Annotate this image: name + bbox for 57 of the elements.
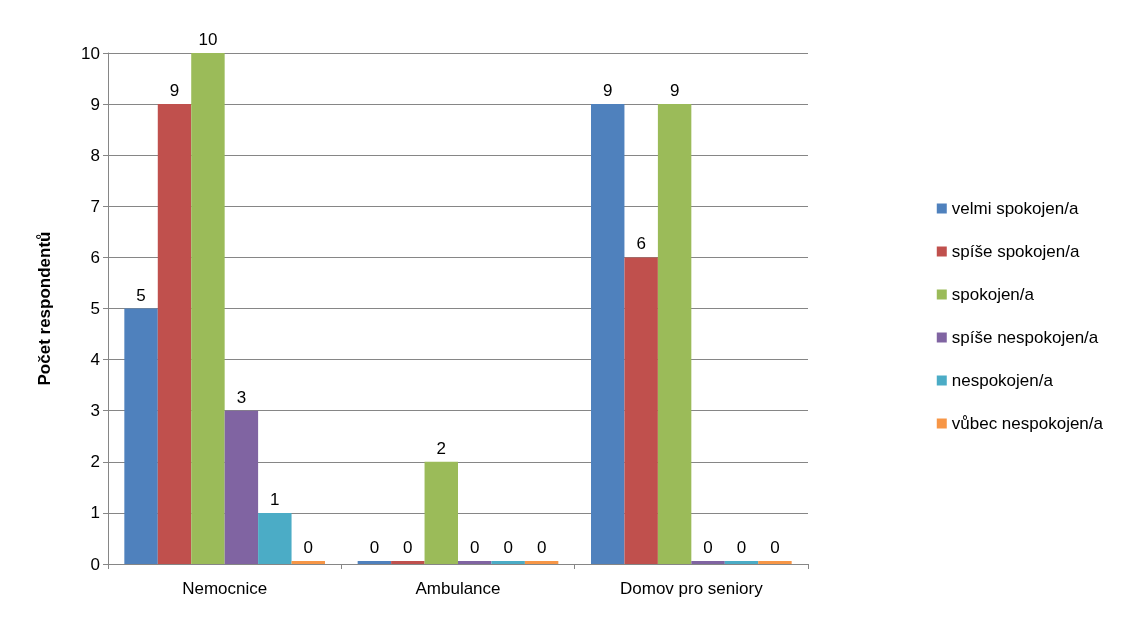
x-tick-label: Ambulance — [415, 579, 501, 598]
bar — [491, 561, 525, 564]
bar — [124, 308, 158, 564]
legend-label: vůbec nespokojen/a — [951, 414, 1104, 433]
data-label: 6 — [636, 234, 646, 254]
y-axis-title: Počet respondentů — [35, 231, 54, 386]
y-tick-label: 3 — [90, 401, 100, 421]
bar — [258, 512, 292, 564]
y-tick-label: 9 — [90, 94, 100, 114]
data-label: 0 — [503, 538, 513, 557]
bar — [224, 410, 259, 564]
data-label: 9 — [169, 81, 180, 101]
bar — [191, 53, 225, 564]
y-tick-label: 7 — [90, 196, 100, 216]
legend-label: velmi spokojen/a — [951, 199, 1079, 218]
bar — [291, 561, 325, 564]
data-label: 9 — [669, 81, 680, 101]
bar — [691, 561, 725, 564]
bar — [724, 561, 759, 564]
bar — [524, 561, 559, 564]
bar — [458, 561, 492, 564]
bar — [157, 104, 192, 564]
data-label: 1 — [270, 489, 280, 509]
legend-label: spíše nespokojen/a — [951, 328, 1099, 347]
data-label: 0 — [736, 538, 747, 557]
bar — [657, 104, 692, 564]
y-tick-label: 8 — [90, 145, 100, 165]
bar — [424, 461, 458, 564]
data-label: 5 — [136, 285, 146, 305]
data-label: 0 — [703, 538, 713, 557]
y-tick-label: 10 — [81, 43, 100, 63]
bar — [357, 561, 392, 564]
x-tick-label: Nemocnice — [182, 579, 268, 598]
data-label: 0 — [303, 538, 314, 557]
legend-label: spíše spokojen/a — [951, 242, 1080, 261]
data-label: 0 — [536, 538, 547, 557]
y-tick-label: 1 — [90, 503, 100, 523]
bar — [624, 257, 658, 564]
data-label: 3 — [236, 387, 247, 407]
bar — [758, 561, 792, 564]
bar — [591, 104, 625, 564]
data-label: 0 — [770, 538, 780, 557]
data-label: 0 — [369, 538, 380, 557]
data-label: 0 — [403, 538, 413, 557]
data-label: 2 — [436, 438, 447, 458]
data-label: 9 — [602, 81, 613, 101]
legend-label: spokojen/a — [951, 285, 1035, 304]
y-tick-label: 5 — [90, 299, 100, 318]
legend-label: nespokojen/a — [951, 371, 1054, 390]
y-tick-label: 0 — [90, 554, 100, 574]
bar — [391, 561, 425, 564]
x-tick-label: Domov pro seniory — [620, 579, 764, 598]
data-label: 10 — [198, 30, 218, 49]
y-tick-label: 6 — [90, 247, 100, 267]
data-label: 0 — [469, 538, 480, 557]
y-tick-label: 2 — [90, 452, 100, 472]
y-tick-label: 4 — [90, 350, 100, 370]
